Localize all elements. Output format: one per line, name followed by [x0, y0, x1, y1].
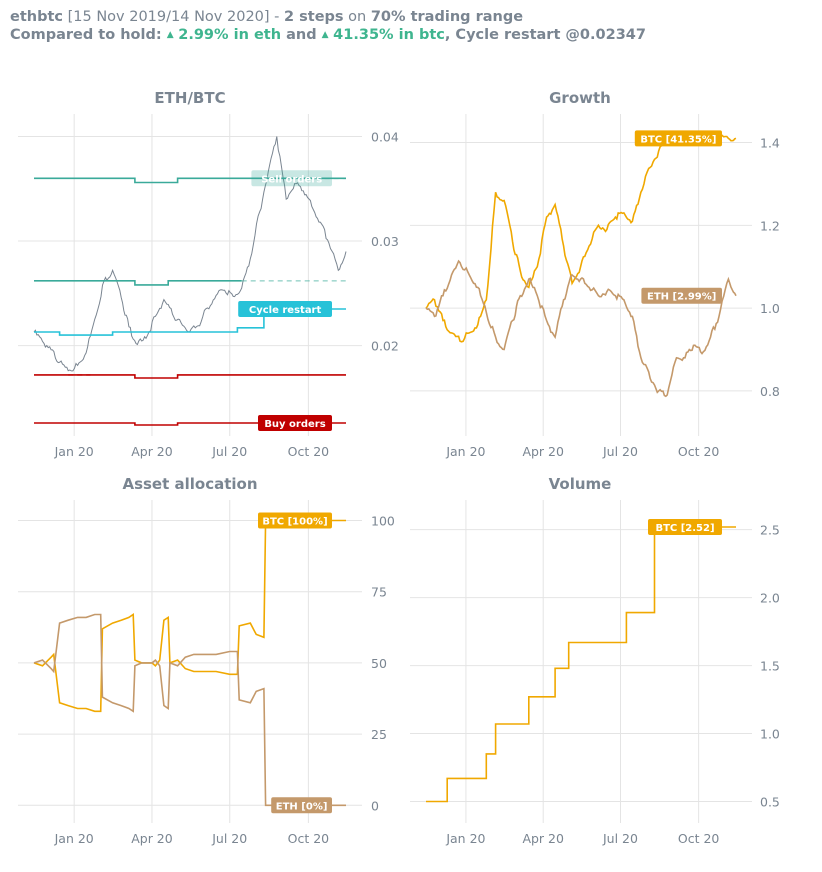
y-tick-label: 0.03	[371, 234, 399, 249]
y-tick-label: 2.0	[760, 591, 780, 606]
y-tick-label: 0.02	[371, 339, 399, 354]
y-tick-label: 0.5	[760, 794, 780, 809]
x-tick-label: Jan 20	[445, 444, 485, 459]
chart-panel-4: Volume 0.5 1.0 1.5 2.0 2.5 Jan 20 Apr 20 Jul 20 O…	[410, 475, 780, 846]
series-label-text: Cycle restart	[249, 305, 322, 316]
series-label-box	[258, 512, 332, 529]
chart-title: Asset allocation	[122, 475, 257, 493]
chart-title: ETH/BTC	[154, 89, 225, 107]
chart-panel-3: Asset allocation 0 25 50 75 100 Jan 20 Apr 20 Ju…	[18, 475, 395, 846]
compared-label: Compared to hold:	[10, 27, 167, 43]
series-label-box	[251, 170, 332, 187]
series-line-btc	[425, 133, 737, 343]
y-tick-label: 1.0	[760, 301, 780, 316]
x-tick-label: Oct 20	[288, 444, 330, 459]
page-header: ethbtc [15 Nov 2019/14 Nov 2020] - 2 ste…	[10, 8, 646, 46]
x-tick-label: Jan 20	[54, 831, 94, 846]
x-tick-label: Oct 20	[678, 831, 720, 846]
series-line-sell-level-1	[34, 177, 346, 184]
y-tick-label: 0	[371, 798, 379, 813]
series-line-eth	[33, 613, 346, 807]
triangle-up-icon: ▲	[166, 30, 174, 40]
series-line-buy-level-2	[34, 422, 346, 426]
series-label-text: BTC [2.52]	[655, 523, 714, 534]
x-tick-label: Jan 20	[54, 444, 94, 459]
eth-gain: 2.99% in eth	[178, 27, 282, 43]
series-label-text: Buy orders	[264, 419, 325, 430]
y-tick-label: 1.2	[760, 218, 780, 233]
x-tick-label: Jul 20	[602, 831, 638, 846]
y-tick-label: 1.4	[760, 136, 780, 151]
x-tick-label: Oct 20	[678, 444, 720, 459]
x-tick-label: Oct 20	[288, 831, 330, 846]
series-label-text: ETH [2.99%]	[647, 292, 716, 303]
range-label: 70% trading range	[370, 9, 524, 25]
x-tick-label: Jul 20	[211, 831, 247, 846]
x-tick-label: Jul 20	[602, 444, 638, 459]
series-line-buy-level-1	[34, 374, 346, 379]
series-label-text: BTC [100%]	[262, 517, 327, 528]
on-label: on	[343, 9, 371, 25]
x-tick-label: Apr 20	[522, 444, 564, 459]
x-tick-label: Apr 20	[131, 831, 173, 846]
x-tick-label: Jan 20	[445, 831, 485, 846]
steps-label: 2 steps	[284, 9, 344, 25]
chart-panel-1: ETH/BTC 0.02 0.03 0.04 Jan 20 Apr 20 Jul 20 Oct…	[18, 89, 399, 459]
series-label-box	[648, 518, 722, 535]
y-tick-label: 100	[371, 514, 395, 529]
y-tick-label: 25	[371, 727, 387, 742]
chart-panel-2: Growth 0.8 1.0 1.2 1.4 Jan 20 Apr 20 Jul 20 Oct …	[410, 89, 780, 459]
series-line-btc	[33, 519, 346, 713]
pair-name: ethbtc	[10, 9, 63, 25]
series-label-box	[271, 797, 332, 814]
series-label-box	[641, 287, 722, 304]
x-tick-label: Jul 20	[211, 444, 247, 459]
x-tick-label: Apr 20	[131, 444, 173, 459]
y-tick-label: 0.8	[760, 384, 780, 399]
triangle-up-icon: ▲	[321, 30, 329, 40]
restart-label: , Cycle restart @0.02347	[444, 27, 646, 43]
period-label: [15 Nov 2019/14 Nov 2020]	[67, 9, 270, 25]
y-tick-label: 2.5	[760, 523, 780, 538]
y-tick-label: 0.04	[371, 129, 399, 144]
series-line-sell-level-2	[34, 279, 242, 286]
header-line-2: Compared to hold: ▲ 2.99% in eth and ▲ 4…	[10, 26, 646, 46]
series-label-box	[634, 130, 722, 147]
y-tick-label: 1.5	[760, 659, 780, 674]
chart-title: Volume	[549, 475, 612, 493]
series-label-text: ETH [0%]	[276, 801, 328, 812]
header-line-1: ethbtc [15 Nov 2019/14 Nov 2020] - 2 ste…	[10, 8, 646, 26]
dash-sep: -	[269, 9, 285, 25]
series-label-text: BTC [41.35%]	[640, 134, 716, 145]
series-label-box	[258, 414, 332, 431]
and-label: and	[281, 27, 322, 43]
series-label-text: Sell orders	[261, 174, 322, 185]
y-tick-label: 50	[371, 656, 387, 671]
x-tick-label: Apr 20	[522, 831, 564, 846]
series-line-btc	[426, 526, 736, 803]
chart-title: Growth	[549, 89, 611, 107]
y-tick-label: 1.0	[760, 727, 780, 742]
series-line-cycle-restart	[34, 308, 346, 336]
btc-gain: 41.35% in btc	[333, 27, 445, 43]
y-tick-label: 75	[371, 585, 387, 600]
series-line-eth	[425, 259, 737, 398]
series-label-box	[238, 300, 332, 317]
